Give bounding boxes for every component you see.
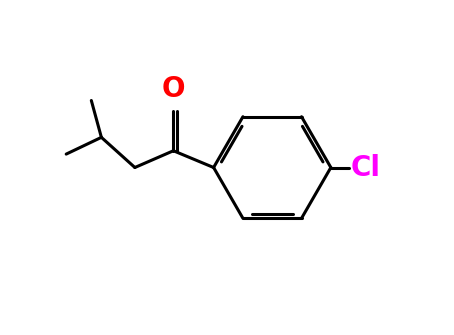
Text: Cl: Cl [351,153,381,182]
Text: O: O [162,75,185,103]
